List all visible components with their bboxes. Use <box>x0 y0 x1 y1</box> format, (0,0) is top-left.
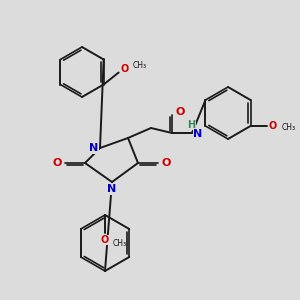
Text: N: N <box>89 143 99 153</box>
Text: CH₃: CH₃ <box>281 122 296 131</box>
Text: N: N <box>194 129 202 139</box>
Text: O: O <box>161 158 171 168</box>
Text: CH₃: CH₃ <box>113 238 127 247</box>
Text: O: O <box>175 107 185 117</box>
Text: H: H <box>187 120 195 130</box>
Text: O: O <box>52 158 62 168</box>
Text: N: N <box>107 184 117 194</box>
Text: CH₃: CH₃ <box>133 61 147 70</box>
Text: O: O <box>121 64 129 74</box>
Text: O: O <box>101 235 109 245</box>
Text: O: O <box>268 121 277 131</box>
